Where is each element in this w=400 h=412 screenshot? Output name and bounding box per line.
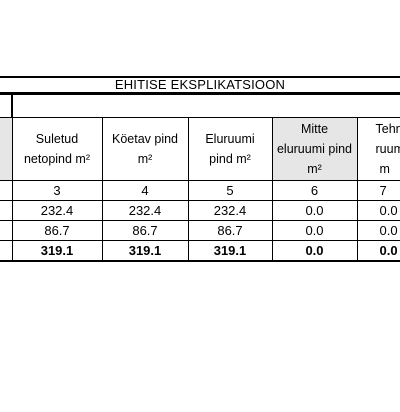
table-subheader-cell xyxy=(10,94,400,118)
column-number: 6 xyxy=(271,180,358,201)
table-row: 86.7 86.7 86.7 0.0 0.0 xyxy=(0,220,400,241)
table-cell: 0.0 xyxy=(356,200,400,221)
table-cell: 0.0 xyxy=(271,200,358,221)
table-cell: 86.7 xyxy=(187,220,273,241)
total-cell: 0.0 xyxy=(356,240,400,262)
table-cell xyxy=(0,200,13,221)
table-title: EHITISE EKSPLIKATSIOON xyxy=(0,76,400,94)
header-line: eluruumi pind xyxy=(276,142,353,156)
header-line: pind m² xyxy=(209,152,251,166)
header-line: m² xyxy=(137,152,153,166)
header-line: ruumi xyxy=(375,142,400,156)
column-number: 7 xyxy=(356,180,400,201)
table-cell: 0.0 xyxy=(356,220,400,241)
column-header-eluruumi-pind: Eluruumi pind m² xyxy=(187,117,273,181)
table-cell: 232.4 xyxy=(187,200,273,221)
table-header-row: Suletud netopind m² Köetav pind m² Eluru… xyxy=(0,117,400,181)
total-cell: 319.1 xyxy=(187,240,273,262)
header-line: Eluruumi xyxy=(205,132,255,146)
header-line: m xyxy=(379,162,390,176)
total-cell: 319.1 xyxy=(11,240,103,262)
column-number: 5 xyxy=(187,180,273,201)
table-row: 232.4 232.4 232.4 0.0 0.0 xyxy=(0,200,400,221)
table-cell: 0.0 xyxy=(271,220,358,241)
table-cell xyxy=(0,117,13,181)
header-line: m² xyxy=(307,162,322,176)
table-cell xyxy=(0,220,13,241)
column-header-koetav-pind: Köetav pind m² xyxy=(101,117,189,181)
header-line: Suletud xyxy=(35,132,79,146)
table-cell: 232.4 xyxy=(101,200,189,221)
column-number: 4 xyxy=(101,180,189,201)
table-cell xyxy=(0,180,13,201)
column-header-suletud-netopind: Suletud netopind m² xyxy=(11,117,103,181)
table-cell: 86.7 xyxy=(11,220,103,241)
explication-table: Suletud netopind m² Köetav pind m² Eluru… xyxy=(0,94,400,262)
total-cell: 0.0 xyxy=(271,240,358,262)
column-header-mitte-eluruumi-pind: Mitte eluruumi pind m² xyxy=(271,117,358,181)
column-number-row: 3 4 5 6 7 xyxy=(0,180,400,201)
total-cell: 319.1 xyxy=(101,240,189,262)
header-line: netopind m² xyxy=(23,152,90,166)
header-line: Tehn xyxy=(375,122,400,136)
total-row: 319.1 319.1 319.1 0.0 0.0 xyxy=(0,240,400,262)
header-line: Mitte xyxy=(300,122,329,136)
column-number: 3 xyxy=(11,180,103,201)
header-line: Köetav pind xyxy=(111,132,179,146)
column-header-tehnoruumi: Tehn ruumi m xyxy=(356,117,400,181)
table-cell: 232.4 xyxy=(11,200,103,221)
table-subheader-row xyxy=(0,94,400,118)
table-cell xyxy=(0,240,13,262)
table-cell xyxy=(0,94,13,118)
table-cell: 86.7 xyxy=(101,220,189,241)
